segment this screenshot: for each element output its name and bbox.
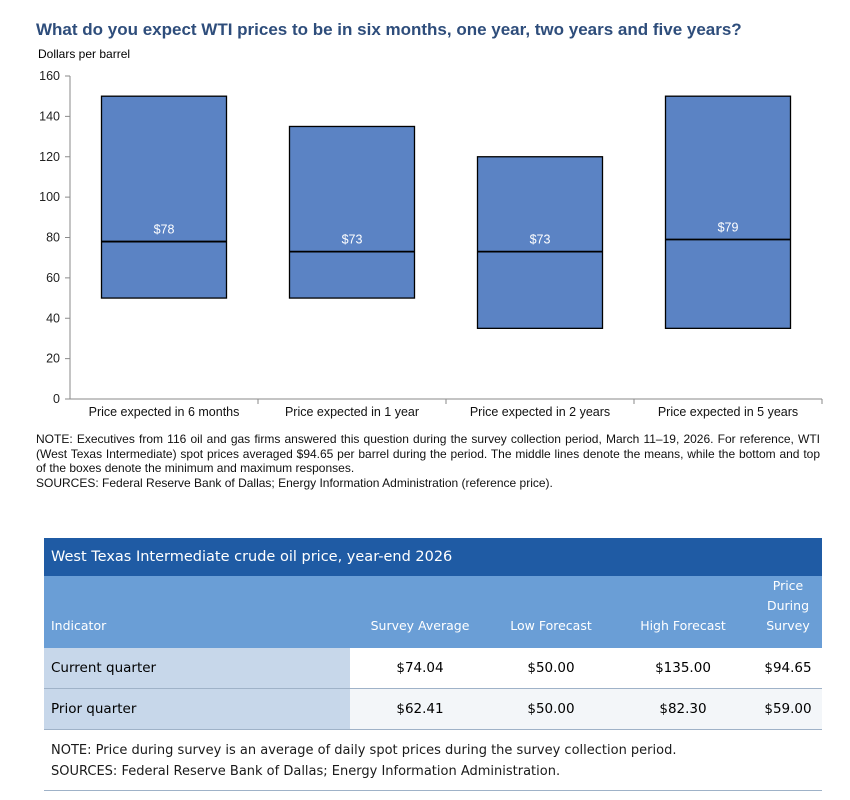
y-tick-label: 40 [46, 311, 60, 325]
price-table: Indicator Survey Average Low Forecast Hi… [44, 576, 822, 730]
cell-low-forecast: $50.00 [490, 688, 612, 730]
x-tick-label: Price expected in 2 years [470, 405, 610, 419]
table-sources: SOURCES: Federal Reserve Bank of Dallas;… [51, 764, 561, 779]
data-label-1: $78 [154, 223, 175, 237]
y-tick-label: 160 [39, 69, 60, 83]
y-tick-label: 0 [53, 392, 60, 406]
x-tick-label: Price expected in 5 years [658, 405, 798, 419]
col-header-price-during-survey: Price During Survey [754, 576, 822, 648]
table-row: Current quarter $74.04 $50.00 $135.00 $9… [44, 648, 822, 689]
chart-title: What do you expect WTI prices to be in s… [36, 20, 742, 39]
y-tick-label: 120 [39, 150, 60, 164]
y-axis-unit-label: Dollars per barrel [38, 47, 131, 61]
col-header-high-forecast: High Forecast [612, 576, 754, 648]
box-1 [100, 95, 228, 299]
data-label-3: $73 [530, 233, 551, 247]
table-note-text: NOTE: Price during survey is an average … [51, 743, 677, 758]
table-header-row: Indicator Survey Average Low Forecast Hi… [44, 576, 822, 648]
chart-note-text: NOTE: Executives from 116 oil and gas fi… [36, 432, 820, 475]
cell-high-forecast: $82.30 [612, 688, 754, 730]
table-title: West Texas Intermediate crude oil price,… [44, 538, 822, 576]
col-header-low-forecast: Low Forecast [490, 576, 612, 648]
y-tick-label: 20 [46, 352, 60, 366]
chart-note: NOTE: Executives from 116 oil and gas fi… [36, 432, 820, 490]
y-tick-label: 60 [46, 271, 60, 285]
row-indicator: Prior quarter [44, 688, 350, 730]
cell-survey-average: $74.04 [350, 648, 490, 689]
y-tick-label: 80 [46, 231, 60, 245]
price-table-panel: West Texas Intermediate crude oil price,… [44, 538, 822, 791]
data-label-2: $73 [342, 233, 363, 247]
table-note: NOTE: Price during survey is an average … [44, 730, 822, 791]
cell-survey-average: $62.41 [350, 688, 490, 730]
y-tick-label: 100 [39, 190, 60, 204]
x-tick-label: Price expected in 6 months [89, 405, 240, 419]
row-indicator: Current quarter [44, 648, 350, 689]
chart-sources: SOURCES: Federal Reserve Bank of Dallas;… [36, 475, 553, 490]
cell-price-during-survey: $94.65 [754, 648, 822, 689]
y-tick-label: 140 [39, 109, 60, 123]
data-label-4: $79 [718, 221, 739, 235]
x-tick-label: Price expected in 1 year [285, 405, 419, 419]
box-4 [664, 95, 792, 329]
box-3 [476, 156, 604, 329]
box-chart: 0 20 40 60 80 100 120 140 160 $78 Price expected i… [39, 69, 823, 419]
cell-low-forecast: $50.00 [490, 648, 612, 689]
cell-price-during-survey: $59.00 [754, 688, 822, 730]
col-header-indicator: Indicator [44, 576, 350, 648]
col-header-survey-average: Survey Average [350, 576, 490, 648]
cell-high-forecast: $135.00 [612, 648, 754, 689]
box-2 [288, 125, 416, 299]
table-row: Prior quarter $62.41 $50.00 $82.30 $59.0… [44, 688, 822, 730]
